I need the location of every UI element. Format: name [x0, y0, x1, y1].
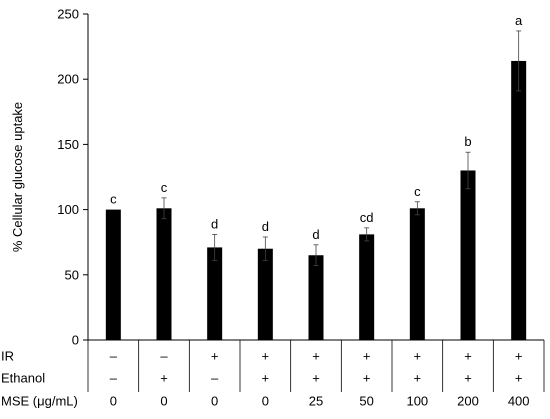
table-cell: + [414, 371, 422, 386]
significance-label: a [515, 13, 523, 28]
table-cell: 200 [457, 394, 479, 409]
row-label: IR [1, 349, 14, 364]
table-cell: 25 [309, 394, 323, 409]
table-cell: + [312, 371, 320, 386]
significance-label: b [464, 134, 471, 149]
bar [105, 209, 121, 340]
bar [460, 170, 476, 340]
y-axis: 0 50 100 150 200 250 [57, 7, 89, 348]
table-cell: + [211, 349, 219, 364]
bar [156, 208, 172, 340]
table-cell: – [211, 371, 219, 386]
bar [308, 255, 324, 340]
table-cell: 0 [110, 394, 117, 409]
significance-label: c [161, 180, 168, 195]
table-cell: + [414, 349, 422, 364]
treatment-table: IR – – + + + + + + + Ethanol – + – + + + + + + MSE (μg/mL) 0 0… [1, 339, 545, 409]
significance-label: d [312, 227, 319, 242]
y-tick-label: 150 [57, 137, 79, 152]
table-cell: – [160, 349, 168, 364]
bar [409, 208, 425, 340]
table-cell: 400 [508, 394, 530, 409]
y-tick-label: 50 [65, 267, 79, 282]
significance-label: cd [360, 210, 374, 225]
y-tick-label: 100 [57, 202, 79, 217]
row-label: MSE (μg/mL) [1, 394, 78, 409]
significance-label: d [262, 219, 269, 234]
table-cell: + [363, 371, 371, 386]
table-cell: 50 [359, 394, 373, 409]
table-cell: + [312, 349, 320, 364]
significance-label: c [414, 184, 421, 199]
table-cell: + [363, 349, 371, 364]
bar [511, 60, 527, 340]
table-cell: + [262, 371, 270, 386]
table-cell: + [464, 371, 472, 386]
table-cell: 0 [160, 394, 167, 409]
table-cell: 0 [211, 394, 218, 409]
y-tick-label: 0 [72, 333, 79, 348]
y-axis-title: % Cellular glucose uptake [10, 102, 25, 252]
table-cell: 0 [262, 394, 269, 409]
y-tick-label: 200 [57, 72, 79, 87]
bar [207, 247, 223, 340]
bar [257, 248, 273, 340]
table-cell: + [262, 349, 270, 364]
table-cell: + [160, 371, 168, 386]
table-cell: 100 [406, 394, 428, 409]
bar [359, 234, 375, 340]
y-tick-label: 250 [57, 7, 79, 22]
table-cell: – [110, 371, 118, 386]
row-label: Ethanol [1, 371, 45, 386]
table-cell: + [464, 349, 472, 364]
table-cell: + [515, 349, 523, 364]
significance-label: c [110, 192, 117, 207]
table-cell: – [110, 349, 118, 364]
table-cell: + [515, 371, 523, 386]
significance-label: d [211, 216, 218, 231]
